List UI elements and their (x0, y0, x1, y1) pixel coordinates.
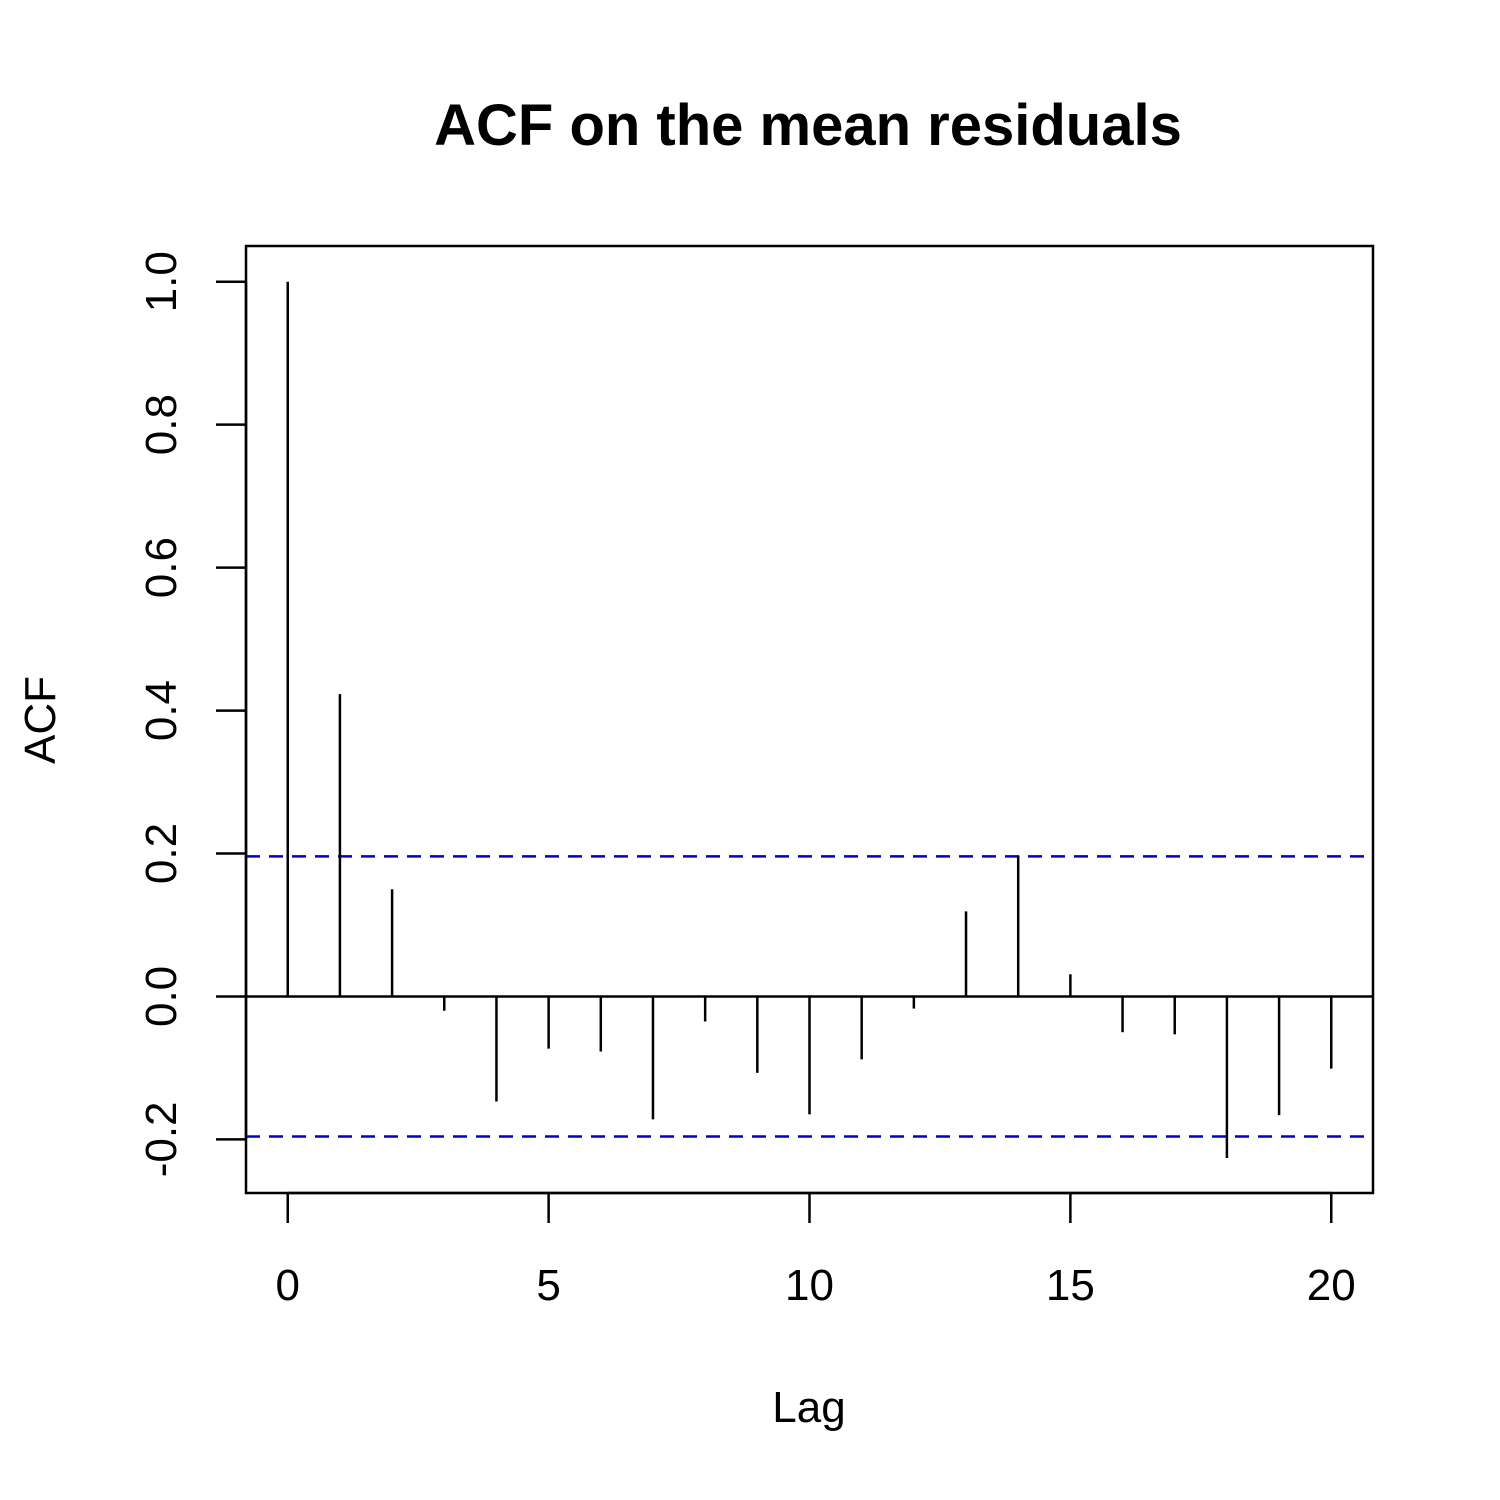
y-tick-label-6: 1.0 (137, 251, 186, 312)
x-axis-label: Lag (772, 1383, 845, 1432)
y-tick-label-0: -0.2 (137, 1101, 186, 1177)
x-tick-label-10: 10 (785, 1261, 834, 1310)
x-tick-label-20: 20 (1307, 1261, 1356, 1310)
chart-marks: 0 5 10 15 20 -0.2 0.0 0.2 0.4 0.6 0.8 1.0 (137, 251, 1373, 1310)
y-tick-label-2: 0.2 (137, 823, 186, 884)
chart-title: ACF on the mean residuals (434, 93, 1182, 158)
x-tick-label-5: 5 (536, 1261, 560, 1310)
y-tick-label-5: 0.8 (137, 394, 186, 455)
y-tick-label-3: 0.4 (137, 680, 186, 741)
y-tick-label-1: 0.0 (137, 966, 186, 1027)
y-axis-label: ACF (16, 676, 65, 764)
x-tick-label-0: 0 (275, 1261, 299, 1310)
y-tick-label-4: 0.6 (137, 537, 186, 598)
x-tick-label-15: 15 (1046, 1261, 1095, 1310)
